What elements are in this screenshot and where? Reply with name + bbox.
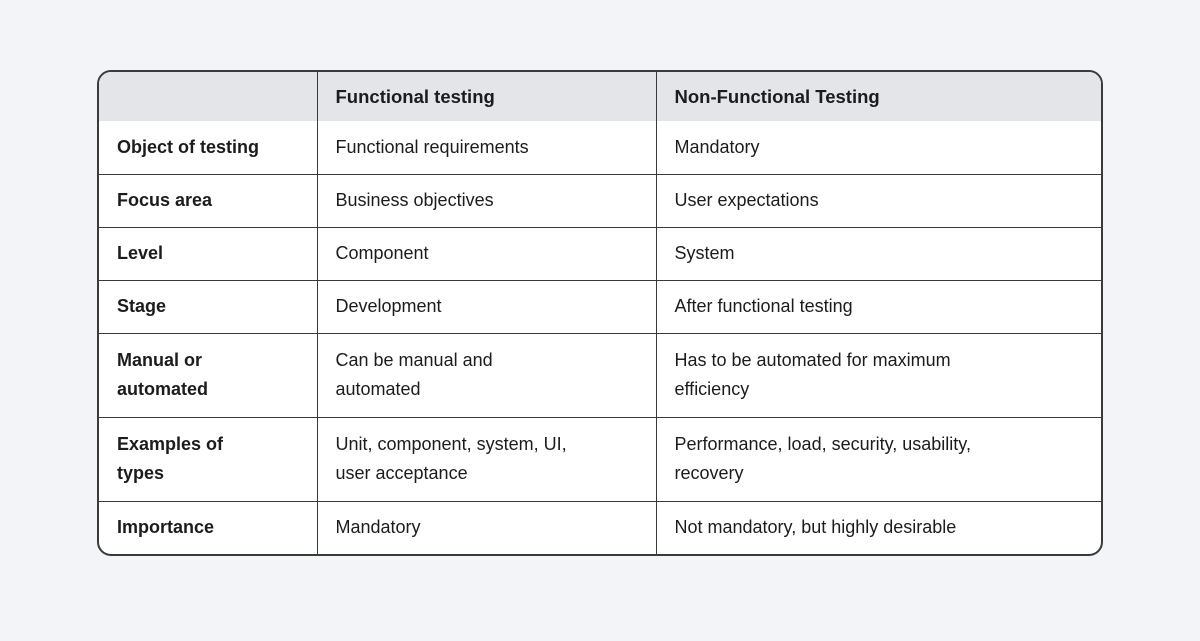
cell-functional: Business objectives — [317, 174, 657, 228]
table-row-level: Level Component System — [99, 227, 1101, 281]
comparison-table: Functional testing Non-Functional Testin… — [97, 70, 1103, 556]
cell-functional: Development — [317, 280, 657, 334]
functional-vs-nonfunctional-table: Functional testing Non-Functional Testin… — [99, 72, 1101, 554]
cell-nonfunctional: System — [656, 227, 1101, 281]
cell-nonfunctional: User expectations — [656, 174, 1101, 228]
cell-functional: Unit, component, system, UI, user accept… — [317, 417, 657, 502]
row-label: Stage — [99, 280, 318, 334]
cell-functional: Functional requirements — [317, 121, 657, 175]
table-row-examples-of-types: Examples of types Unit, component, syste… — [99, 417, 1101, 502]
cell-nonfunctional: Has to be automated for maximum efficien… — [656, 333, 1101, 418]
cell-functional: Mandatory — [317, 501, 657, 554]
header-functional-testing: Functional testing — [317, 72, 657, 121]
cell-nonfunctional: Performance, load, security, usability, … — [656, 417, 1101, 502]
cell-nonfunctional: Not mandatory, but highly desirable — [674, 517, 957, 538]
table-row-importance: Importance Mandatory Not mandatory, but … — [99, 501, 1101, 554]
row-label: Object of testing — [99, 121, 318, 175]
header-empty-cell — [99, 72, 318, 121]
header-nonfunctional-testing: Non-Functional Testing — [656, 72, 1101, 121]
table-row-focus-area: Focus area Business objectives User expe… — [99, 174, 1101, 228]
row-label: Importance — [99, 501, 318, 554]
table-row-stage: Stage Development After functional testi… — [99, 280, 1101, 334]
cell-nonfunctional: Mandatory — [656, 121, 1101, 175]
table-row-object-of-testing: Object of testing Functional requirement… — [99, 121, 1101, 175]
cell-functional: Can be manual and automated — [317, 333, 657, 418]
cell-nonfunctional: After functional testing — [656, 280, 1101, 334]
row-label: Examples of types — [99, 417, 318, 502]
row-label: Level — [99, 227, 318, 281]
table-header-row: Functional testing Non-Functional Testin… — [99, 72, 1101, 121]
table-row-manual-or-automated: Manual or automated Can be manual and au… — [99, 333, 1101, 418]
row-label: Manual or automated — [99, 333, 318, 418]
row-label: Focus area — [99, 174, 318, 228]
cell-functional: Component — [317, 227, 657, 281]
